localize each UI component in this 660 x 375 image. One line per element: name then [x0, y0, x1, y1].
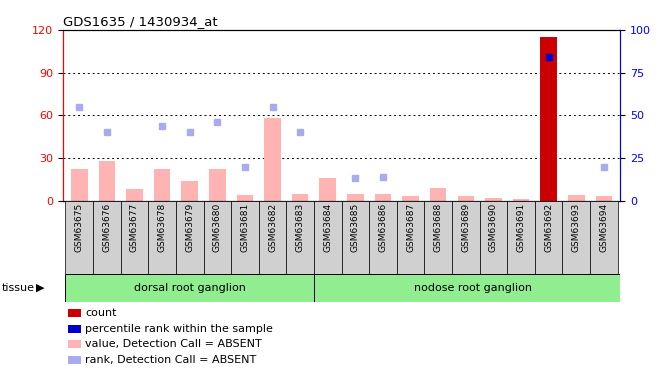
Bar: [397, 201, 424, 274]
Bar: [595, 196, 612, 201]
Bar: [375, 194, 391, 201]
Bar: [264, 118, 280, 201]
Text: GSM63680: GSM63680: [213, 203, 222, 252]
Bar: [65, 274, 314, 302]
Bar: [403, 196, 419, 201]
Bar: [480, 201, 507, 274]
Bar: [319, 178, 336, 201]
Text: count: count: [85, 308, 117, 318]
Bar: [347, 194, 364, 201]
Bar: [237, 195, 253, 201]
Text: dorsal root ganglion: dorsal root ganglion: [134, 283, 246, 293]
Text: GSM63688: GSM63688: [434, 203, 443, 252]
Bar: [314, 274, 632, 302]
Bar: [507, 201, 535, 274]
Text: GSM63694: GSM63694: [599, 203, 609, 252]
Text: GSM63679: GSM63679: [185, 203, 194, 252]
Bar: [154, 170, 170, 201]
Text: GSM63682: GSM63682: [268, 203, 277, 252]
Text: GSM63681: GSM63681: [240, 203, 249, 252]
Bar: [231, 201, 259, 274]
Bar: [68, 325, 81, 333]
Bar: [485, 198, 502, 201]
Text: GSM63684: GSM63684: [323, 203, 332, 252]
Text: value, Detection Call = ABSENT: value, Detection Call = ABSENT: [85, 339, 262, 349]
Text: ▶: ▶: [36, 283, 45, 293]
Text: GSM63692: GSM63692: [544, 203, 553, 252]
Bar: [424, 201, 452, 274]
Bar: [259, 201, 286, 274]
Bar: [121, 201, 148, 274]
Bar: [68, 356, 81, 364]
Text: GSM63686: GSM63686: [378, 203, 387, 252]
Bar: [342, 201, 369, 274]
Bar: [182, 181, 198, 201]
Text: GSM63677: GSM63677: [130, 203, 139, 252]
Text: nodose root ganglion: nodose root ganglion: [414, 283, 532, 293]
Bar: [65, 201, 93, 274]
Bar: [203, 201, 231, 274]
Bar: [541, 37, 557, 201]
Text: GSM63687: GSM63687: [406, 203, 415, 252]
Bar: [176, 201, 203, 274]
Text: GSM63675: GSM63675: [75, 203, 84, 252]
Text: GSM63678: GSM63678: [158, 203, 166, 252]
Text: GSM63689: GSM63689: [461, 203, 471, 252]
Bar: [148, 201, 176, 274]
Bar: [369, 201, 397, 274]
Bar: [209, 170, 226, 201]
Bar: [126, 189, 143, 201]
Text: GDS1635 / 1430934_at: GDS1635 / 1430934_at: [63, 15, 217, 28]
Text: tissue: tissue: [1, 283, 34, 293]
Bar: [71, 170, 88, 201]
Text: GSM63691: GSM63691: [517, 203, 525, 252]
Text: GSM63676: GSM63676: [102, 203, 112, 252]
Text: GSM63683: GSM63683: [296, 203, 305, 252]
Bar: [452, 201, 480, 274]
Bar: [457, 196, 474, 201]
Text: GSM63685: GSM63685: [351, 203, 360, 252]
Bar: [286, 201, 314, 274]
Bar: [590, 201, 618, 274]
Bar: [535, 201, 562, 274]
Bar: [568, 195, 585, 201]
Bar: [68, 340, 81, 348]
Bar: [314, 201, 342, 274]
Bar: [562, 201, 590, 274]
Text: GSM63690: GSM63690: [489, 203, 498, 252]
Text: percentile rank within the sample: percentile rank within the sample: [85, 324, 273, 334]
Bar: [93, 201, 121, 274]
Text: rank, Detection Call = ABSENT: rank, Detection Call = ABSENT: [85, 355, 256, 365]
Bar: [98, 161, 115, 201]
Bar: [430, 188, 446, 201]
Bar: [292, 194, 308, 201]
Bar: [513, 199, 529, 201]
Text: GSM63693: GSM63693: [572, 203, 581, 252]
Bar: [68, 309, 81, 317]
